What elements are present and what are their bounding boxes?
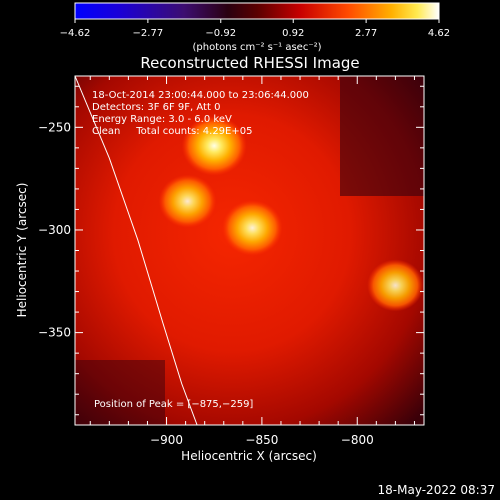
y-axis-label: Heliocentric Y (arcsec) (15, 183, 29, 318)
y-tick-label: −300 (38, 223, 71, 237)
emission-source-3 (222, 200, 283, 256)
colorbar-ticks: −4.62 −2.77 −0.92 0.92 2.77 4.62 (60, 19, 450, 39)
colorbar-tick-label: −2.77 (133, 28, 164, 39)
colorbar-label: (photons cm⁻² s⁻¹ asec⁻²) (192, 42, 321, 53)
colorbar-tick-label: −4.62 (60, 28, 91, 39)
emission-source-1 (181, 115, 247, 176)
x-tick-label: −850 (245, 433, 278, 447)
x-axis: −900 −850 −800 (89, 76, 415, 447)
colorbar-tick-label: −0.92 (205, 28, 236, 39)
y-tick-label: −250 (38, 120, 71, 134)
y-axis: −250 −300 −350 (38, 85, 424, 416)
chart-title: Reconstructed RHESSI Image (140, 54, 359, 72)
emission-sources (158, 115, 424, 312)
colorbar: −4.62 −2.77 −0.92 0.92 2.77 4.62 (photons cm⁻… (60, 2, 450, 53)
x-tick-label: −800 (341, 433, 374, 447)
annotation-peak-position: Position of Peak = [−875,−259] (94, 399, 253, 410)
emission-source-2 (158, 174, 217, 228)
colorbar-gradient (74, 2, 440, 20)
annotation-block: 18-Oct-2014 23:00:44.000 to 23:06:44.000… (92, 90, 309, 137)
plot-area (75, 76, 424, 425)
colorbar-tick-label: 0.92 (282, 28, 304, 39)
colorbar-tick-label: 2.77 (355, 28, 377, 39)
solar-limb-curve (75, 76, 198, 425)
emission-source-4 (367, 259, 424, 312)
annotation-detectors: Detectors: 3F 6F 9F, Att 0 (92, 102, 220, 113)
image-dark-corner-tr (340, 76, 424, 196)
x-axis-label: Heliocentric X (arcsec) (181, 449, 317, 463)
colorbar-tick-label: 4.62 (428, 28, 450, 39)
x-tick-label: −900 (150, 433, 183, 447)
annotation-time-range: 18-Oct-2014 23:00:44.000 to 23:06:44.000 (92, 90, 309, 101)
annotation-energy-range: Energy Range: 3.0 - 6.0 keV (92, 114, 232, 125)
footer-timestamp: 18-May-2022 08:37 (378, 483, 495, 497)
y-tick-label: −350 (38, 326, 71, 340)
image-dark-corner-bl (75, 360, 165, 425)
annotation-method-counts: Clean Total counts: 4.29E+05 (92, 126, 252, 137)
